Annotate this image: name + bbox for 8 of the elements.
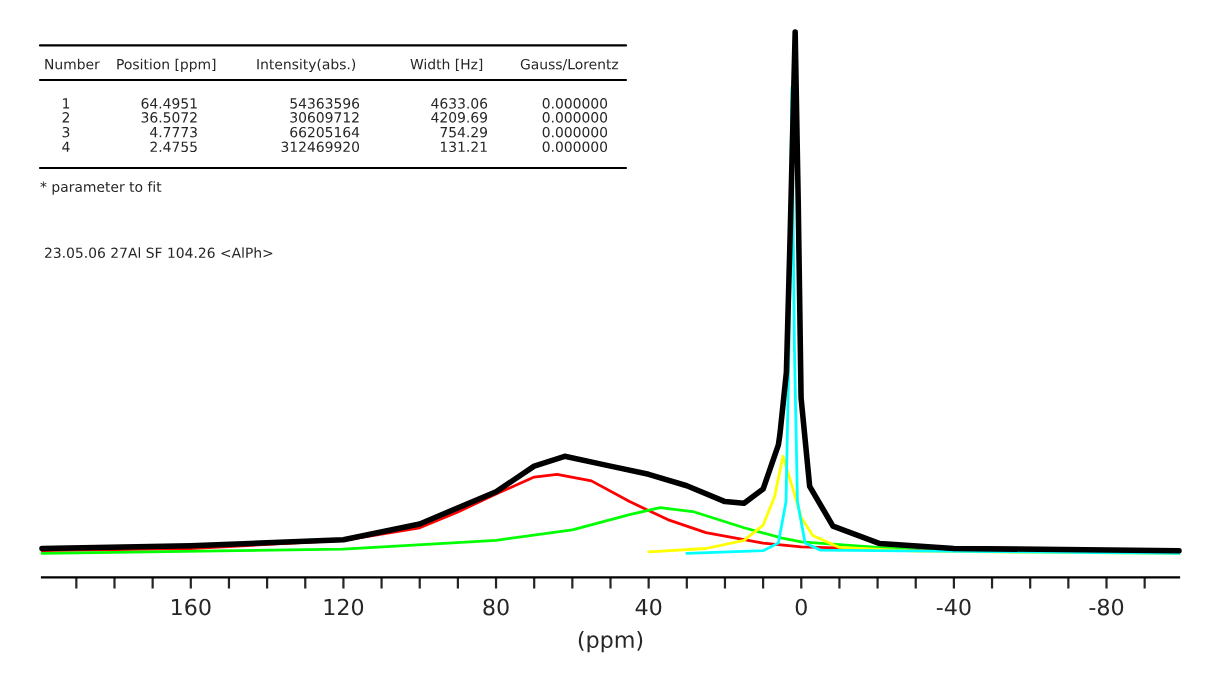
x-tick-label: 80 [483,598,509,616]
x-tick-label: 0 [795,598,807,616]
x-tick-label: -40 [936,598,971,616]
x-axis-title: (ppm) [578,630,643,653]
x-tick-label: 160 [172,598,211,616]
x-tick-label: 120 [324,598,364,616]
x-tick-label: 40 [635,598,662,616]
x-tick-label: -80 [1089,598,1124,616]
